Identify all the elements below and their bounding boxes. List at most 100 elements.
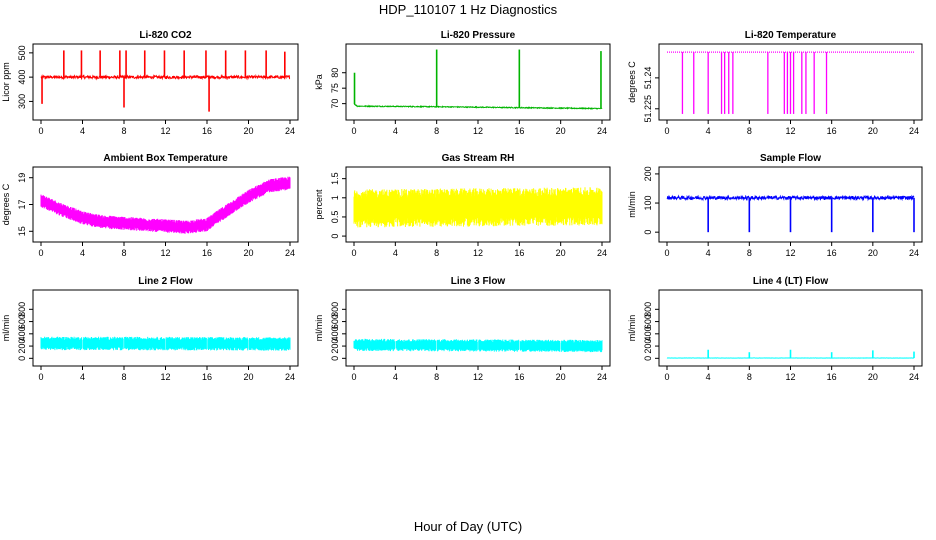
- chart-panel-8: Line 3 Flow ml/min 0 4 8 12 16 20 24 0 20040060080…: [314, 276, 611, 382]
- x-tick-label: 20: [868, 126, 878, 136]
- y-tick-label: 200: [17, 339, 27, 354]
- y-tick-label: 0: [643, 230, 653, 235]
- x-tick-label: 16: [514, 248, 524, 258]
- x-tick-label: 0: [664, 372, 669, 382]
- x-tick-label: 8: [747, 248, 752, 258]
- x-tick-label: 8: [121, 372, 126, 382]
- page-title: HDP_110107 1 Hz Diagnostics: [378, 2, 558, 17]
- y-tick-label: 1.5: [330, 172, 340, 185]
- x-tick-label: 8: [434, 126, 439, 136]
- chart-panel-3: Li-820 Temperature degrees C 0 4 8 12 16 20 24 51…: [627, 30, 923, 136]
- x-tick-label: 0: [351, 126, 356, 136]
- y-tick-label: 600: [17, 314, 27, 329]
- x-tick-label: 16: [514, 126, 524, 136]
- panel-title: Li-820 Pressure: [441, 30, 516, 41]
- y-axis-label: Licor ppm: [1, 62, 11, 102]
- y-tick-label: 51.225: [643, 95, 653, 123]
- x-tick-label: 12: [160, 372, 170, 382]
- y-tick-label: 75: [330, 83, 340, 93]
- panel-title: Line 3 Flow: [451, 276, 506, 287]
- x-tick-label: 12: [785, 126, 795, 136]
- x-tick-label: 24: [909, 372, 919, 382]
- x-tick-label: 16: [202, 248, 212, 258]
- series-line: [40, 176, 291, 234]
- x-tick-label: 24: [597, 372, 607, 382]
- x-tick-label: 0: [38, 372, 43, 382]
- x-tick-label: 20: [243, 126, 253, 136]
- panel-title: Line 2 Flow: [138, 276, 193, 287]
- y-tick-label: 100: [643, 196, 653, 211]
- x-tick-label: 12: [160, 248, 170, 258]
- x-tick-label: 8: [747, 372, 752, 382]
- y-tick-label: 0: [330, 356, 340, 361]
- series-line: [40, 73, 291, 81]
- x-tick-label: 12: [160, 126, 170, 136]
- y-tick-label: 400: [17, 70, 27, 85]
- x-tick-label: 20: [556, 248, 566, 258]
- x-tick-label: 24: [285, 248, 295, 258]
- x-tick-label: 16: [827, 372, 837, 382]
- x-tick-label: 16: [827, 126, 837, 136]
- x-tick-label: 20: [556, 372, 566, 382]
- y-axis-label: kPa: [314, 74, 324, 90]
- y-tick-label: 0: [330, 234, 340, 239]
- x-tick-label: 0: [351, 248, 356, 258]
- panel-title: Sample Flow: [760, 153, 821, 164]
- y-tick-label: 15: [17, 226, 27, 236]
- chart-panel-9: Line 4 (LT) Flow ml/min 0 4 8 12 16 20 24 0 200400…: [627, 276, 923, 382]
- y-tick-label: 0: [17, 356, 27, 361]
- x-tick-label: 12: [473, 126, 483, 136]
- panel-title: Ambient Box Temperature: [103, 153, 228, 164]
- x-tick-label: 0: [664, 126, 669, 136]
- y-tick-label: 800: [330, 302, 340, 317]
- x-tick-label: 0: [38, 248, 43, 258]
- x-tick-label: 0: [38, 126, 43, 136]
- y-tick-label: 200: [643, 166, 653, 181]
- y-tick-label: 200: [330, 339, 340, 354]
- x-tick-label: 8: [434, 248, 439, 258]
- x-tick-label: 4: [80, 372, 85, 382]
- x-tick-label: 16: [827, 248, 837, 258]
- x-tick-label: 4: [706, 372, 711, 382]
- y-tick-label: 51.24: [643, 67, 653, 90]
- chart-panel-1: Li-820 CO2 Licor ppm 0 4 8 12 16 20 24 300 400 500: [1, 30, 299, 136]
- x-tick-label: 24: [285, 372, 295, 382]
- y-axis-label: degrees C: [1, 183, 11, 225]
- x-tick-label: 16: [202, 126, 212, 136]
- x-tick-label: 24: [909, 248, 919, 258]
- y-tick-label: 500: [17, 45, 27, 60]
- x-tick-label: 4: [706, 126, 711, 136]
- x-tick-label: 8: [747, 126, 752, 136]
- y-tick-label: 1: [330, 195, 340, 200]
- x-tick-label: 8: [434, 372, 439, 382]
- x-tick-label: 4: [393, 372, 398, 382]
- y-tick-label: 0: [643, 356, 653, 361]
- y-tick-label: 200: [643, 339, 653, 354]
- y-tick-label: 0.5: [330, 211, 340, 224]
- y-tick-label: 19: [17, 173, 27, 183]
- x-tick-label: 20: [868, 248, 878, 258]
- y-tick-label: 80: [330, 68, 340, 78]
- chart-panel-7: Line 2 Flow ml/min 0 4 8 12 16 20 24 0 20040060080…: [1, 276, 299, 382]
- x-tick-label: 24: [597, 126, 607, 136]
- y-axis-label: degrees C: [627, 61, 637, 103]
- x-tick-label: 0: [664, 248, 669, 258]
- x-tick-label: 16: [202, 372, 212, 382]
- x-tick-label: 8: [121, 126, 126, 136]
- x-tick-label: 12: [473, 248, 483, 258]
- x-axis-label: Hour of Day (UTC): [413, 519, 523, 534]
- y-tick-label: 300: [17, 94, 27, 109]
- x-tick-label: 12: [473, 372, 483, 382]
- x-tick-label: 4: [393, 126, 398, 136]
- y-axis-label: percent: [314, 189, 324, 220]
- x-tick-label: 4: [706, 248, 711, 258]
- y-tick-label: 800: [17, 302, 27, 317]
- x-tick-label: 20: [868, 372, 878, 382]
- panel-title: Line 4 (LT) Flow: [753, 276, 829, 287]
- y-tick-label: 600: [330, 314, 340, 329]
- y-tick-label: 17: [17, 199, 27, 209]
- chart-panel-4: Ambient Box Temperature degrees C 0 4 8 12 16 2…: [1, 153, 299, 258]
- chart-panel-5: Gas Stream RH percent 0 4 8 12 16 20 24 0 0.5 1 1.5: [314, 153, 611, 258]
- plot-frame: [345, 289, 611, 367]
- x-tick-label: 12: [785, 372, 795, 382]
